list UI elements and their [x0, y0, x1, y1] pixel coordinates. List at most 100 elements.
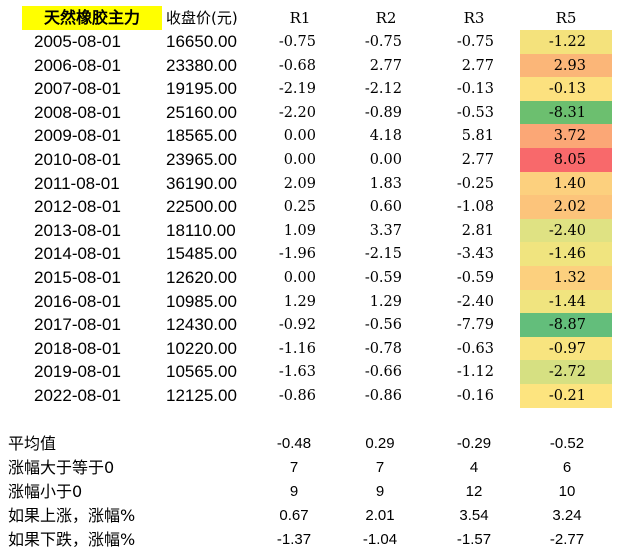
stat-r5-cell[interactable]: 10 — [558, 483, 576, 500]
close-price-cell[interactable]: 10565.00 — [166, 362, 237, 382]
stat-r2-cell[interactable]: 0.29 — [365, 435, 395, 452]
r1-cell[interactable]: -0.68 — [278, 57, 316, 74]
stat-label[interactable]: 如果上涨，涨幅% — [8, 506, 136, 525]
r5-cell[interactable]: -8.87 — [520, 313, 612, 337]
stat-label[interactable]: 平均值 — [8, 434, 57, 453]
r5-cell[interactable]: 1.40 — [520, 171, 612, 196]
r5-cell[interactable]: 2.93 — [520, 53, 612, 78]
stat-r3-cell[interactable]: 4 — [469, 459, 479, 476]
r5-cell[interactable]: -2.40 — [520, 218, 612, 243]
r5-cell[interactable]: 1.32 — [520, 266, 612, 290]
r3-cell[interactable]: -1.12 — [456, 364, 494, 381]
close-price-cell[interactable]: 22500.00 — [166, 197, 237, 217]
r2-cell[interactable]: -0.66 — [364, 364, 402, 381]
stat-label[interactable]: 如果下跌，涨幅% — [8, 530, 136, 549]
stat-r3-cell[interactable]: 12 — [465, 483, 483, 500]
stat-label[interactable]: 涨幅小于0 — [8, 482, 83, 501]
close-price-cell[interactable]: 18565.00 — [166, 126, 237, 146]
stat-r1-cell[interactable]: 0.67 — [279, 507, 309, 524]
close-price-cell[interactable]: 10985.00 — [166, 291, 237, 311]
date-cell[interactable]: 2005-08-01 — [34, 32, 121, 51]
r3-cell[interactable]: -1.08 — [456, 199, 494, 216]
r5-cell[interactable]: -1.22 — [520, 30, 612, 54]
r3-cell[interactable]: 2.77 — [461, 152, 494, 168]
stat-r5-cell[interactable]: -2.77 — [549, 531, 585, 548]
r3-cell[interactable]: -7.79 — [456, 317, 494, 334]
close-price-cell[interactable]: 23965.00 — [166, 150, 237, 169]
date-cell[interactable]: 2018-08-01 — [34, 338, 121, 358]
date-cell[interactable]: 2014-08-01 — [34, 244, 121, 264]
date-cell[interactable]: 2012-08-01 — [34, 197, 121, 217]
r5-cell[interactable]: -0.21 — [520, 384, 612, 408]
stat-r5-cell[interactable]: 3.24 — [552, 507, 582, 524]
r2-cell[interactable]: 0.60 — [369, 199, 402, 216]
r1-cell[interactable]: -1.96 — [278, 246, 316, 263]
r3-cell[interactable]: 5.81 — [461, 128, 494, 145]
date-cell[interactable]: 2019-08-01 — [34, 362, 121, 382]
r2-cell[interactable]: 2.77 — [369, 57, 402, 74]
r3-cell[interactable]: 2.81 — [461, 222, 494, 239]
r2-cell[interactable]: 0.00 — [369, 152, 402, 168]
date-cell[interactable]: 2008-08-01 — [34, 102, 121, 122]
r5-cell[interactable]: 2.02 — [520, 195, 612, 219]
r1-cell[interactable]: 1.09 — [283, 222, 316, 239]
stat-r1-cell[interactable]: 9 — [289, 483, 299, 500]
r1-cell[interactable]: -2.20 — [278, 104, 316, 121]
r1-cell[interactable]: 0.00 — [283, 270, 316, 286]
date-cell[interactable]: 2016-08-01 — [34, 291, 121, 311]
date-cell[interactable]: 2007-08-01 — [34, 79, 121, 99]
date-cell[interactable]: 2017-08-01 — [34, 315, 121, 335]
close-price-cell[interactable]: 25160.00 — [166, 102, 237, 122]
r1-cell[interactable]: 0.00 — [283, 152, 316, 168]
stat-r3-cell[interactable]: -0.29 — [456, 435, 492, 452]
r5-cell[interactable]: 3.72 — [520, 124, 612, 148]
close-price-header[interactable]: 收盘价(元) — [166, 9, 238, 27]
stat-r2-cell[interactable]: 2.01 — [365, 507, 395, 524]
close-price-cell[interactable]: 16650.00 — [166, 32, 237, 51]
stat-r1-cell[interactable]: -1.37 — [276, 531, 312, 548]
r1-cell[interactable]: -1.63 — [278, 364, 316, 381]
close-price-cell[interactable]: 12620.00 — [166, 268, 237, 287]
date-cell[interactable]: 2022-08-01 — [34, 386, 121, 405]
r2-cell[interactable]: -0.56 — [364, 317, 402, 334]
r2-cell[interactable]: 1.83 — [369, 175, 402, 192]
stat-r2-cell[interactable]: 9 — [375, 483, 385, 500]
r2-cell[interactable]: 1.29 — [369, 293, 402, 310]
close-price-cell[interactable]: 18110.00 — [166, 220, 236, 240]
table-title[interactable]: 天然橡胶主力 — [22, 6, 162, 30]
r5-cell[interactable]: -0.97 — [520, 336, 612, 361]
r2-cell[interactable]: -0.89 — [364, 104, 402, 121]
r1-cell[interactable]: 0.25 — [283, 199, 316, 216]
date-cell[interactable]: 2011-08-01 — [34, 173, 120, 193]
r5-cell[interactable]: -1.46 — [520, 242, 612, 266]
r1-header[interactable]: R1 — [289, 9, 311, 27]
stat-r1-cell[interactable]: 7 — [289, 459, 299, 476]
r1-cell[interactable]: 1.29 — [283, 293, 316, 310]
stat-r5-cell[interactable]: -0.52 — [549, 435, 585, 452]
r5-cell[interactable]: -2.72 — [520, 360, 612, 384]
r3-cell[interactable]: -2.40 — [456, 293, 494, 310]
date-cell[interactable]: 2006-08-01 — [34, 55, 121, 75]
stat-r5-cell[interactable]: 6 — [562, 459, 572, 476]
r2-cell[interactable]: -2.12 — [364, 81, 402, 98]
r1-cell[interactable]: 2.09 — [283, 175, 316, 192]
close-price-cell[interactable]: 36190.00 — [166, 173, 237, 193]
close-price-cell[interactable]: 12125.00 — [166, 386, 237, 405]
r1-cell[interactable]: 0.00 — [283, 128, 316, 145]
r3-cell[interactable]: -3.43 — [456, 246, 494, 263]
date-cell[interactable]: 2009-08-01 — [34, 126, 121, 146]
r2-cell[interactable]: -0.78 — [364, 340, 402, 357]
stat-r3-cell[interactable]: -1.57 — [456, 531, 492, 548]
close-price-cell[interactable]: 12430.00 — [166, 315, 237, 335]
r2-cell[interactable]: -0.75 — [364, 34, 402, 50]
r2-cell[interactable]: -2.15 — [364, 246, 402, 263]
r1-cell[interactable]: -1.16 — [278, 340, 316, 357]
r1-cell[interactable]: -2.19 — [278, 81, 316, 98]
r3-cell[interactable]: -0.16 — [456, 388, 494, 404]
r3-cell[interactable]: -0.59 — [456, 270, 494, 286]
r2-cell[interactable]: 4.18 — [369, 128, 402, 145]
r1-cell[interactable]: -0.92 — [278, 317, 316, 334]
close-price-cell[interactable]: 19195.00 — [166, 79, 237, 99]
r3-cell[interactable]: -0.75 — [456, 34, 494, 50]
r5-cell[interactable]: 8.05 — [520, 148, 612, 172]
